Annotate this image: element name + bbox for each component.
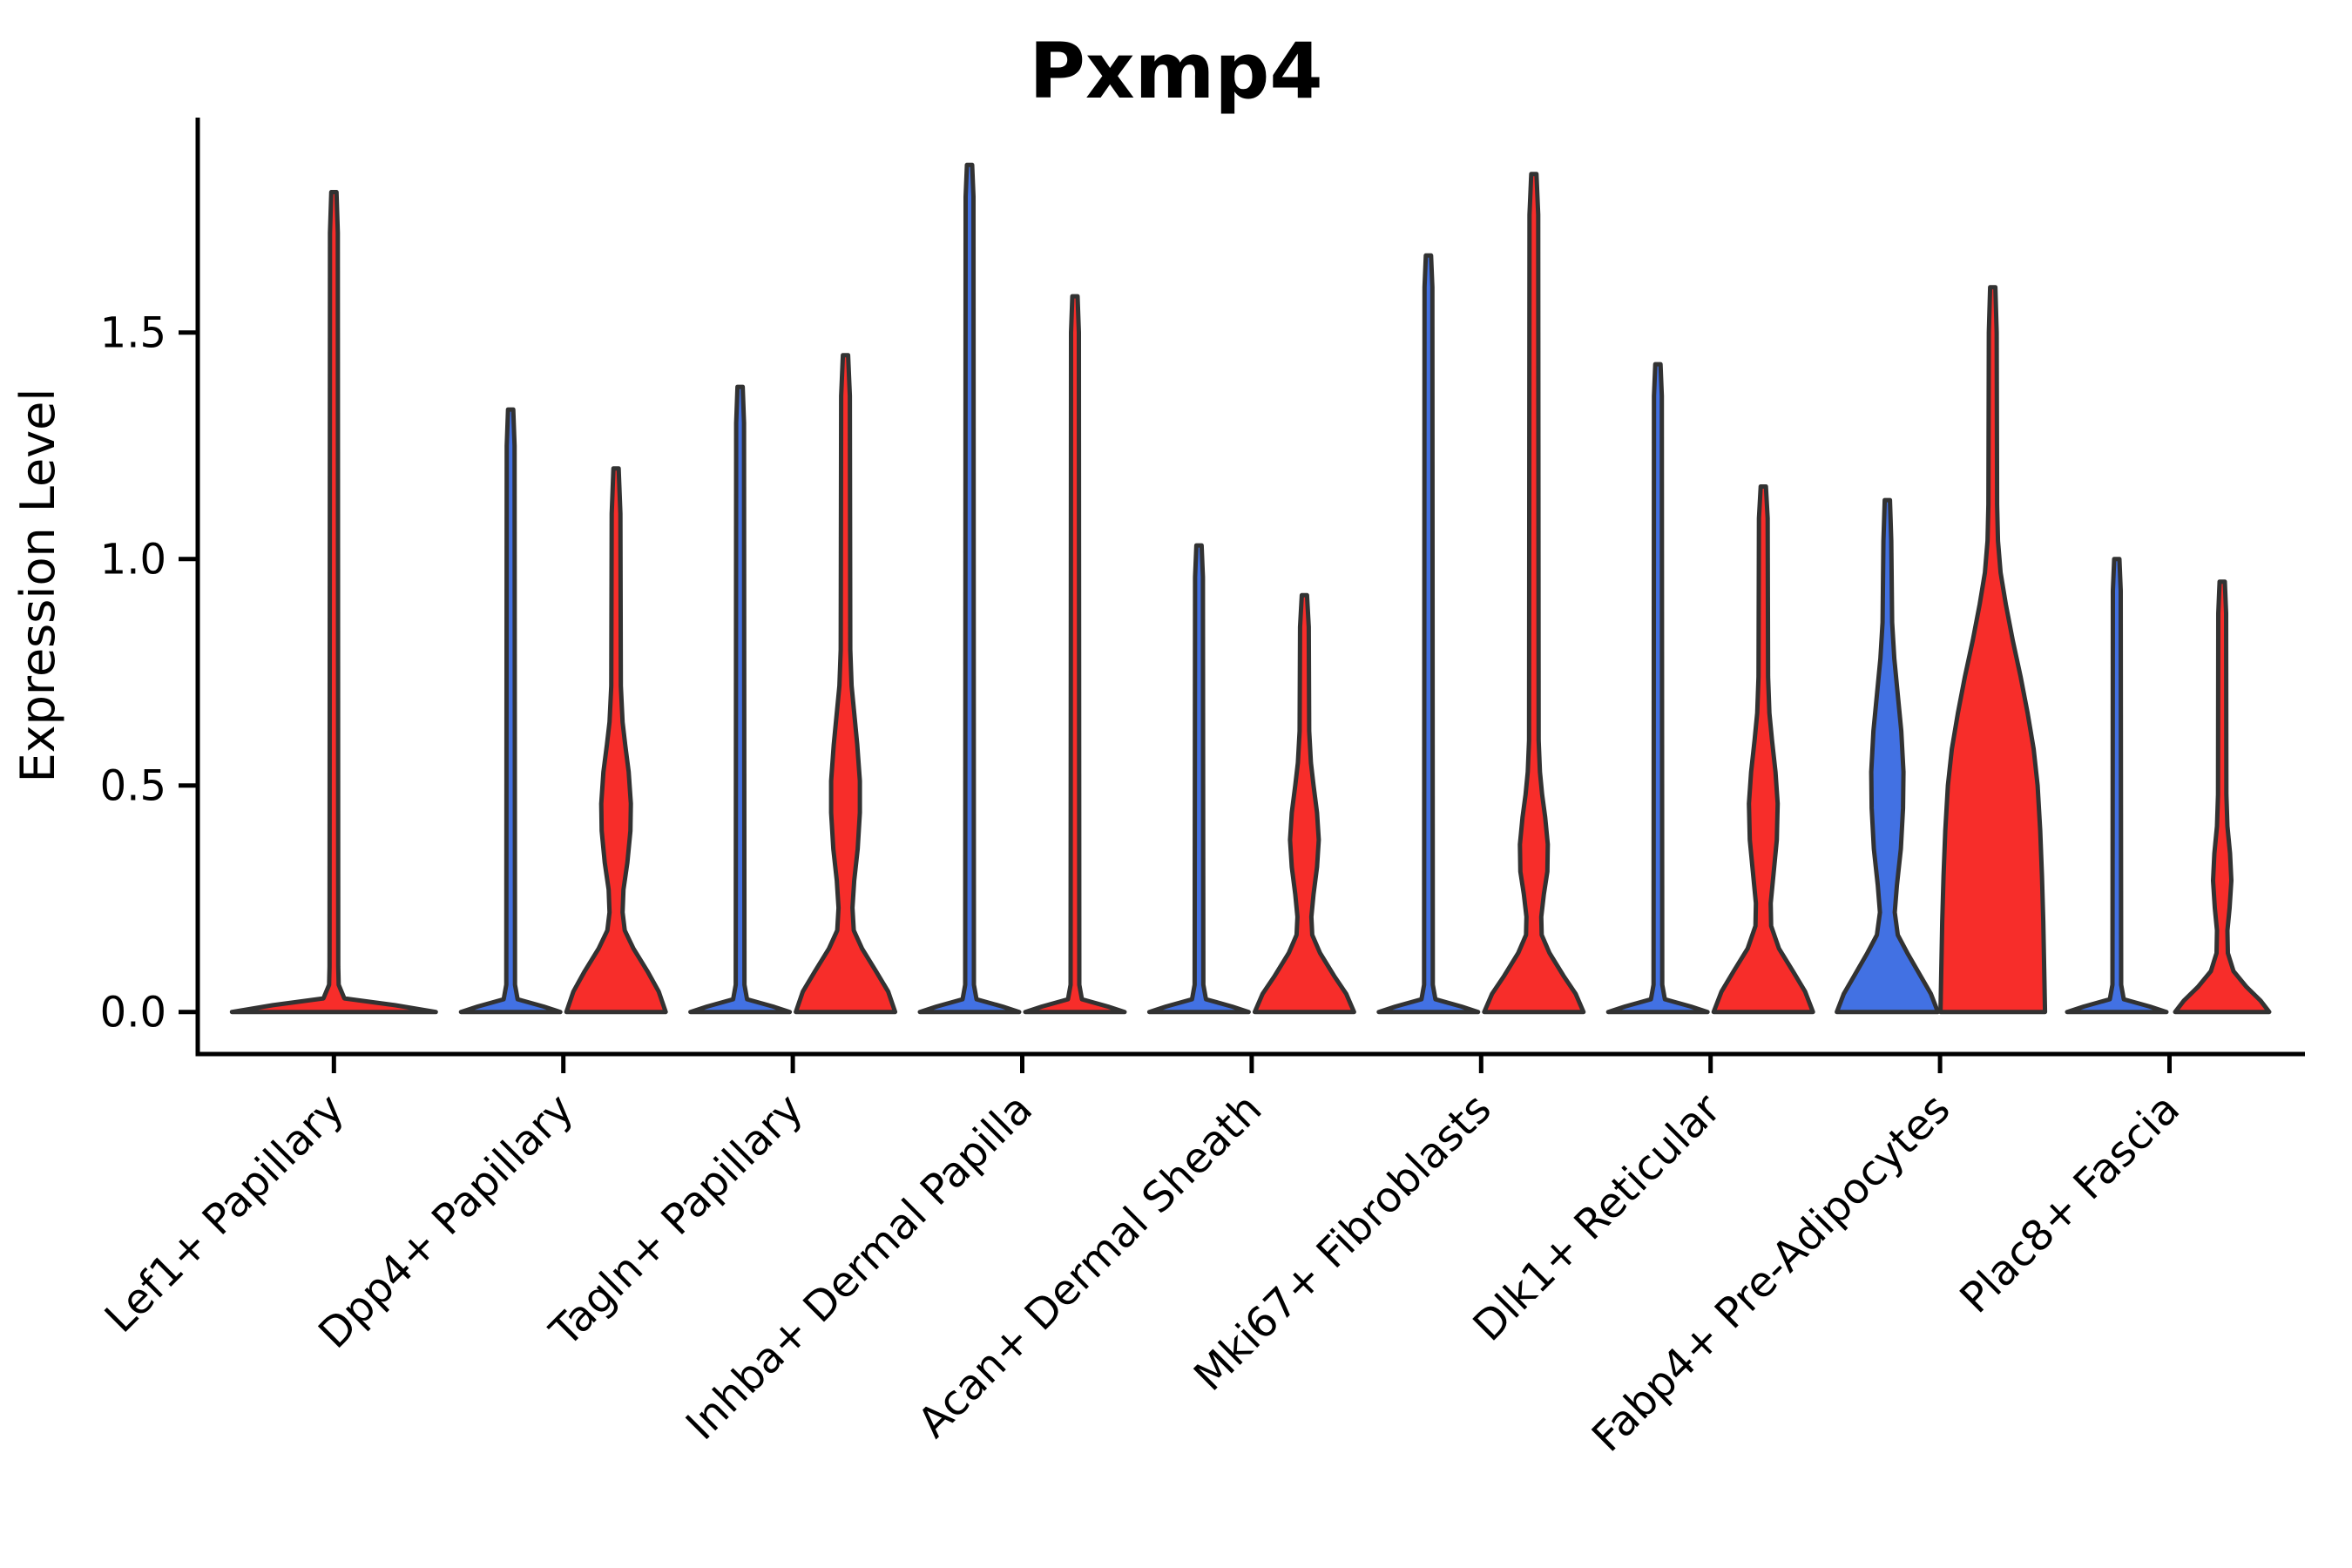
violin-dlk1-reticular-left [1605,362,1710,1015]
violin-inhba-dermal-papilla-left [917,162,1022,1015]
violin-inhba-dermal-papilla-right [1023,294,1127,1015]
x-tick-label-plac8-fascia: Plac8+ Fascia [1950,1085,2189,1323]
violin-mki67-fibroblasts-left [1376,253,1481,1015]
x-tick-label-dpp4-papillary: Dpp4+ Papillary [309,1085,583,1358]
x-tick-label-dlk1-reticular: Dlk1+ Reticular [1464,1085,1731,1351]
violin-tagln-papillary-right [794,353,898,1015]
violin-plac8-fascia-right [2173,579,2272,1015]
violin-dlk1-reticular-right [1711,484,1815,1015]
y-tick-label: 1.5 [100,309,166,358]
violin-dpp4-papillary-right [564,466,668,1015]
y-tick-label: 1.0 [100,536,166,585]
violin-acan-dermal-sheath-left [1146,543,1251,1015]
violins-layer [229,162,2272,1015]
violin-fabp4-pre-adipocytes-right [1938,285,2048,1015]
y-tick-label: 0.0 [100,989,166,1037]
violin-plac8-fascia-left [2065,557,2169,1015]
violin-acan-dermal-sheath-right [1252,592,1356,1015]
violin-tagln-papillary-left [688,384,793,1015]
y-axis-label: Expression Level [10,389,65,783]
x-tick-label-lef1-papillary: Lef1+ Papillary [96,1085,354,1342]
x-tick-label-tagln-papillary: Tagln+ Papillary [540,1085,812,1356]
violin-mki67-fibroblasts-right [1482,172,1586,1015]
chart-title: Pxmp4 [1029,26,1322,116]
violin-dpp4-papillary-left [458,407,563,1015]
violin-fabp4-pre-adipocytes-left [1835,497,1941,1015]
violin-lef1-papillary-single [229,190,438,1015]
y-tick-label: 0.5 [100,762,166,811]
